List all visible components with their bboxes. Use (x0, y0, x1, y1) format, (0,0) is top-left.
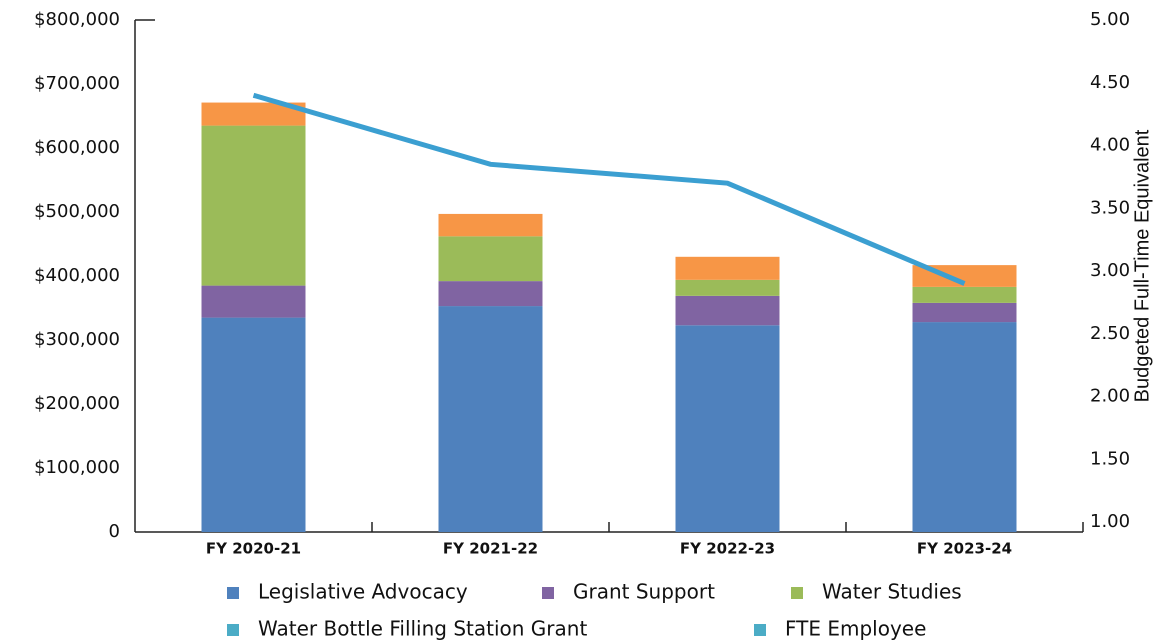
x-tick-label: FY 2020-21 (206, 540, 301, 558)
y-tick-label: $600,000 (34, 137, 120, 158)
y-tick-label: $400,000 (34, 265, 120, 286)
bar-segment (438, 306, 543, 532)
bar-segment (675, 295, 780, 326)
y2-tick-label: 1.50 (1090, 448, 1130, 469)
bar-segment (675, 256, 780, 280)
legend-label: Legislative Advocacy (258, 580, 468, 604)
y-tick-label: 0 (109, 521, 120, 542)
x-tick-label: FY 2022-23 (680, 540, 775, 558)
y-tick-label: $800,000 (34, 9, 120, 30)
y-tick-label: $500,000 (34, 201, 120, 222)
bar-segment (912, 322, 1017, 532)
y-tick-label: $200,000 (34, 393, 120, 414)
legend-marker (227, 624, 239, 636)
bar-segment (438, 213, 543, 237)
y2-tick-label: 3.50 (1090, 197, 1130, 218)
y-tick-label: $700,000 (34, 73, 120, 94)
bar-segment (438, 236, 543, 282)
legend-label: FTE Employee (785, 617, 926, 641)
legend-label: Water Bottle Filling Station Grant (258, 617, 587, 641)
bar-segment (201, 102, 306, 126)
bar-segment (675, 279, 780, 296)
legend-marker (227, 587, 239, 599)
x-tick-label: FY 2021-22 (443, 540, 538, 558)
legend-marker (754, 624, 766, 636)
legend-marker (791, 587, 803, 599)
bar-segment (201, 317, 306, 532)
y2-tick-label: 4.00 (1090, 135, 1130, 156)
bar-segment (201, 125, 306, 286)
y2-tick-label: 2.00 (1090, 386, 1130, 407)
y2-tick-label: 3.00 (1090, 260, 1130, 281)
legend-label: Grant Support (573, 580, 715, 604)
bar-segment (438, 281, 543, 307)
bar-segment (912, 302, 1017, 323)
y2-axis-label: Budgeted Full-Time Equivalent (1131, 129, 1153, 402)
bar-segment (675, 325, 780, 532)
legend-label: Water Studies (822, 580, 962, 604)
legend-marker (542, 587, 554, 599)
x-tick-label: FY 2023-24 (917, 540, 1012, 558)
bar-segment (201, 285, 306, 318)
y2-tick-label: 4.50 (1090, 72, 1130, 93)
y-tick-label: $100,000 (34, 457, 120, 478)
y2-tick-label: 2.50 (1090, 323, 1130, 344)
y2-tick-label: 5.00 (1090, 9, 1130, 30)
y-tick-label: $300,000 (34, 329, 120, 350)
fte-line (252, 92, 966, 286)
bar-segment (912, 286, 1017, 303)
y2-tick-label: 1.00 (1090, 511, 1130, 532)
